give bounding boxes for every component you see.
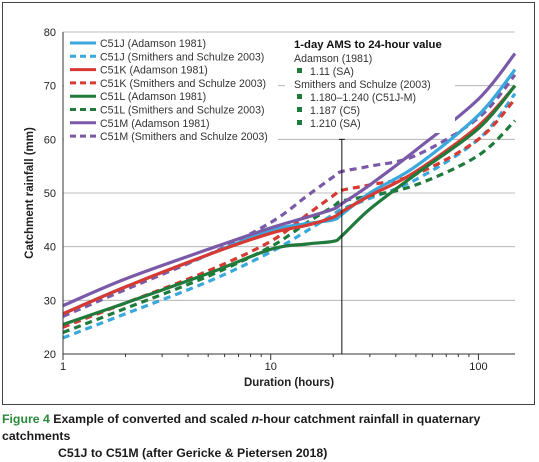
series-lines	[62, 52, 517, 340]
legend-box	[64, 33, 278, 143]
y-tick-label: 60	[44, 134, 56, 146]
y-tick-label: 20	[44, 349, 56, 361]
legend-label: C51K (Adamson 1981)	[100, 65, 208, 77]
series-line-c51l-adamson	[62, 84, 517, 327]
legend-label: C51M (Adamson 1981)	[100, 118, 210, 130]
ams-entry: 1.187 (C5)	[310, 105, 360, 117]
caption-text-1: Example of converted and scaled	[49, 412, 252, 426]
series-line-c51k-adamson	[62, 84, 517, 316]
ams-marker	[297, 107, 302, 112]
ams-legend: 1-day AMS to 24-hour value Adamson (1981)…	[285, 33, 455, 133]
series-line-c51k-ss2003	[62, 98, 517, 329]
series-line-c51m-ss2003	[62, 73, 517, 318]
x-tick-label: 1	[60, 361, 66, 373]
figure-caption: Figure 4 Example of converted and scaled…	[2, 411, 537, 462]
y-tick-label: 80	[44, 27, 56, 39]
ams-entry: 1.11 (SA)	[310, 66, 354, 78]
legend-label: C51L (Adamson 1981)	[100, 91, 206, 103]
ams-marker	[297, 120, 302, 125]
ams-marker	[297, 94, 302, 99]
x-axis-title: Duration (hours)	[244, 377, 334, 389]
ams-legend-box	[285, 33, 455, 133]
legend-label: C51L (Smithers and Schulze 2003)	[100, 105, 265, 117]
figure-label: Figure 4	[2, 412, 50, 426]
ams-legend-title: 1-day AMS to 24-hour value	[294, 39, 442, 51]
chart: 20 30 40 50 60 70 80 1 10 100 Duration (hours) Catc…	[24, 27, 517, 389]
y-tick-label: 40	[44, 242, 56, 254]
legend-label: C51M (Smithers and Schulze 2003)	[100, 131, 268, 143]
axes: 20 30 40 50 60 70 80 1 10 100 Duration (hours) Catc…	[24, 27, 515, 389]
legend-label: C51J (Adamson 1981)	[100, 38, 206, 50]
series-line-c51m-adamson	[62, 52, 517, 308]
x-tick-label: 100	[469, 361, 487, 373]
ams-entry: 1.180–1.240 (C51J-M)	[310, 92, 416, 104]
legend-label: C51J (Smithers and Schulze 2003)	[100, 51, 264, 63]
caption-text-2: -hour catchment rainfall in quaternary c…	[2, 412, 481, 443]
ams-entry: 1.210 (SA)	[310, 118, 361, 130]
legend-label: C51K (Smithers and Schulze 2003)	[100, 78, 266, 90]
caption-italic: n	[251, 412, 259, 426]
ams-group-heading: Adamson (1981)	[294, 53, 372, 65]
ams-marker	[297, 68, 302, 73]
ams-group-heading: Smithers and Schulze (2003)	[294, 79, 431, 91]
y-tick-label: 30	[44, 295, 56, 307]
y-tick-label: 70	[44, 81, 56, 93]
y-axis-title: Catchment rainfall (mm)	[24, 127, 36, 259]
caption-line-2: C51J to C51M (after Gericke & Pietersen …	[58, 446, 328, 460]
y-tick-label: 50	[44, 188, 56, 200]
legend: C51J (Adamson 1981)C51J (Smithers and Sc…	[64, 33, 278, 143]
x-tick-label: 10	[265, 361, 277, 373]
